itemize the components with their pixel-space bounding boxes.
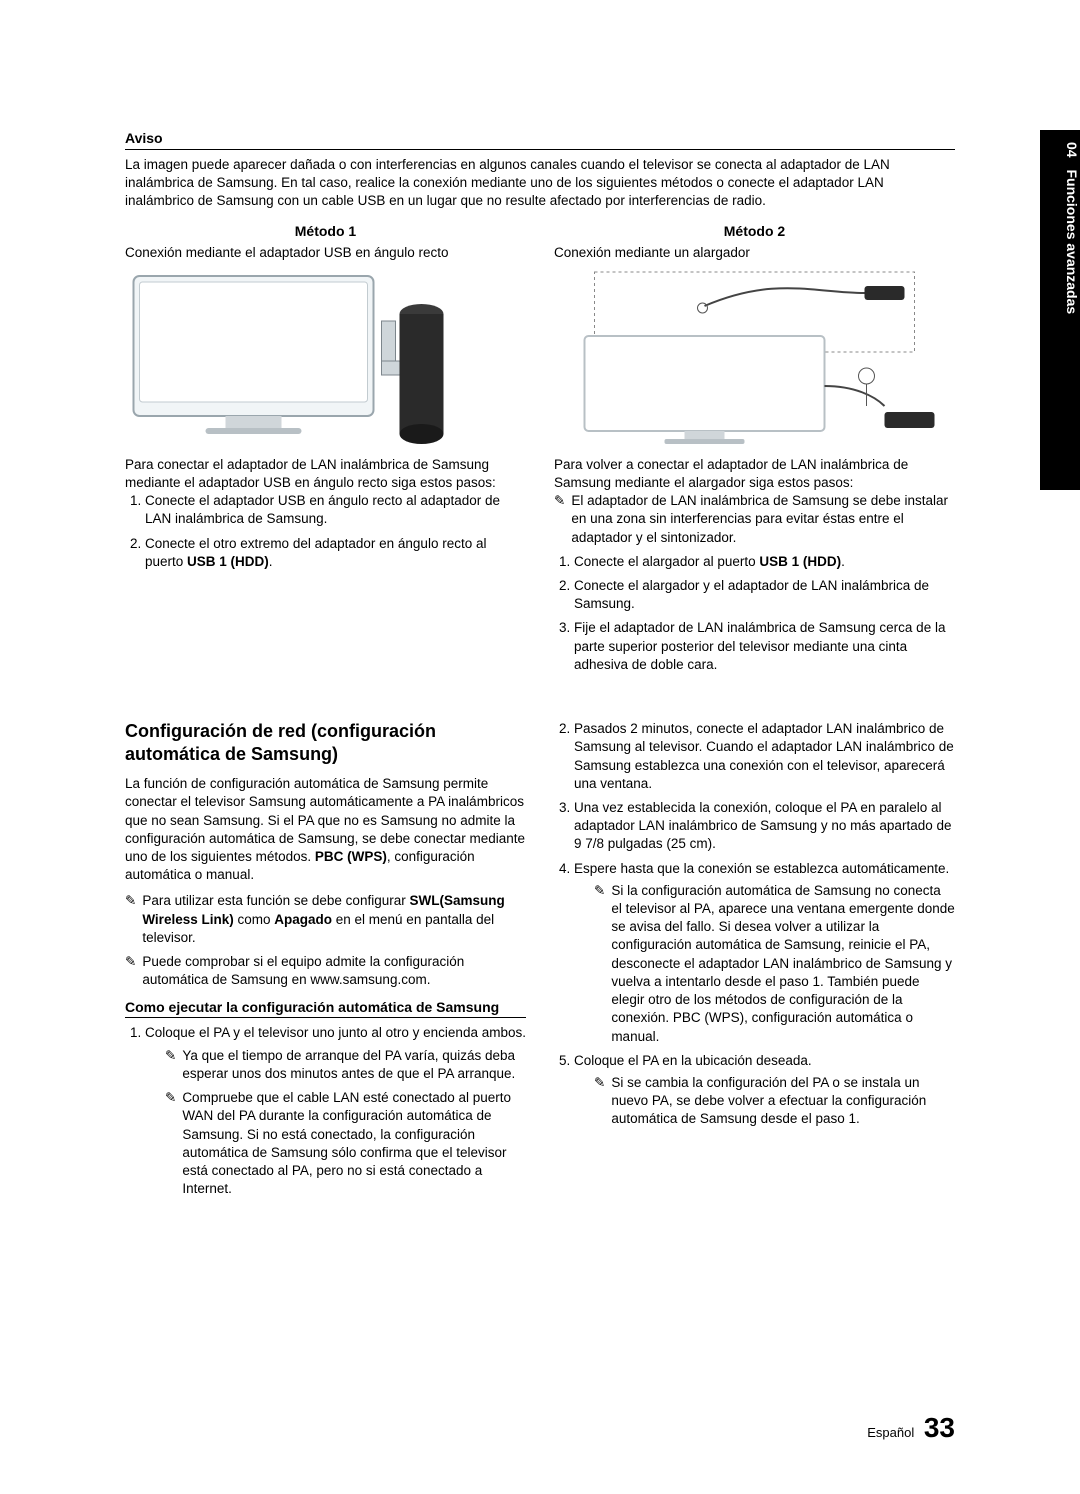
howto-right-steps: Pasados 2 minutos, conecte el adaptador …: [554, 720, 955, 1129]
nested-note: ✎ Ya que el tiempo de arranque del PA va…: [145, 1047, 526, 1083]
method1-subtitle: Conexión mediante el adaptador USB en án…: [125, 245, 526, 260]
aviso-text: La imagen puede aparecer dañada o con in…: [125, 156, 955, 211]
note-text: Si se cambia la configuración del PA o s…: [611, 1074, 955, 1129]
config-title: Configuración de red (configuración auto…: [125, 720, 526, 765]
nested-note: ✎ Si se cambia la configuración del PA o…: [574, 1074, 955, 1129]
footer-lang: Español: [867, 1425, 914, 1440]
note-text: Puede comprobar si el equipo admite la c…: [142, 953, 526, 989]
list-item: Conecte el alargador al puerto USB 1 (HD…: [574, 553, 955, 571]
note-icon: ✎: [165, 1089, 176, 1198]
config-left-column: Configuración de red (configuración auto…: [125, 720, 526, 1204]
method2-lead-note: ✎ El adaptador de LAN inalámbrica de Sam…: [554, 492, 955, 547]
note-icon: ✎: [165, 1047, 176, 1083]
method2-steps: Conecte el alargador al puerto USB 1 (HD…: [554, 553, 955, 674]
method1-figure: [125, 266, 526, 446]
note-icon: ✎: [554, 492, 565, 547]
nested-note: ✎ Compruebe que el cable LAN esté conect…: [145, 1089, 526, 1198]
methods-row: Método 1 Conexión mediante el adaptador …: [125, 223, 955, 680]
method1-title: Método 1: [125, 223, 526, 239]
config-section: Configuración de red (configuración auto…: [125, 720, 955, 1204]
list-item: Conecte el otro extremo del adaptador en…: [145, 535, 526, 571]
howto-left-steps: Coloque el PA y el televisor uno junto a…: [125, 1024, 526, 1198]
method2-column: Método 2 Conexión mediante un alargador: [554, 223, 955, 680]
step-text-post: .: [269, 554, 273, 569]
method1-steps: Conecte el adaptador USB en ángulo recto…: [125, 492, 526, 571]
note-icon: ✎: [594, 1074, 605, 1129]
aviso-heading: Aviso: [125, 130, 955, 150]
note-text: Compruebe que el cable LAN esté conectad…: [182, 1089, 526, 1198]
usb-label: USB 1 (HDD): [187, 554, 269, 569]
list-item: Fije el adaptador de LAN inalámbrica de …: [574, 619, 955, 674]
usb-label: USB 1 (HDD): [759, 554, 841, 569]
config-right-column: Pasados 2 minutos, conecte el adaptador …: [554, 720, 955, 1204]
config-para1: La función de configuración automática d…: [125, 775, 526, 884]
list-item: Espere hasta que la conexión se establez…: [574, 860, 955, 1046]
method2-intro: Para volver a conectar el adaptador de L…: [554, 456, 955, 492]
method2-title: Método 2: [554, 223, 955, 239]
list-item: Conecte el alargador y el adaptador de L…: [574, 577, 955, 613]
nested-note: ✎ Si la configuración automática de Sams…: [574, 882, 955, 1046]
list-item: Una vez establecida la conexión, coloque…: [574, 799, 955, 854]
note-text: Para utilizar esta función se debe confi…: [142, 892, 526, 947]
config-note1: ✎ Para utilizar esta función se debe con…: [125, 892, 526, 947]
page-content: Aviso La imagen puede aparecer dañada o …: [0, 0, 1080, 1264]
note-icon: ✎: [125, 892, 136, 947]
page-number: 33: [924, 1412, 955, 1443]
howto-heading: Como ejecutar la configuración automátic…: [125, 999, 526, 1018]
note-text: Si la configuración automática de Samsun…: [611, 882, 955, 1046]
method2-figure: [554, 266, 955, 446]
list-item: Conecte el adaptador USB en ángulo recto…: [145, 492, 526, 528]
note-icon: ✎: [594, 882, 605, 1046]
method1-intro: Para conectar el adaptador de LAN inalám…: [125, 456, 526, 492]
list-item: Pasados 2 minutos, conecte el adaptador …: [574, 720, 955, 793]
method2-subtitle: Conexión mediante un alargador: [554, 245, 955, 260]
method1-column: Método 1 Conexión mediante el adaptador …: [125, 223, 526, 680]
note-icon: ✎: [125, 953, 136, 989]
note-text: El adaptador de LAN inalámbrica de Samsu…: [571, 492, 955, 547]
page-footer: Español 33: [867, 1412, 955, 1444]
list-item: Coloque el PA en la ubicación deseada. ✎…: [574, 1052, 955, 1129]
note-text: Ya que el tiempo de arranque del PA varí…: [182, 1047, 526, 1083]
list-item: Coloque el PA y el televisor uno junto a…: [145, 1024, 526, 1198]
config-note2: ✎ Puede comprobar si el equipo admite la…: [125, 953, 526, 989]
